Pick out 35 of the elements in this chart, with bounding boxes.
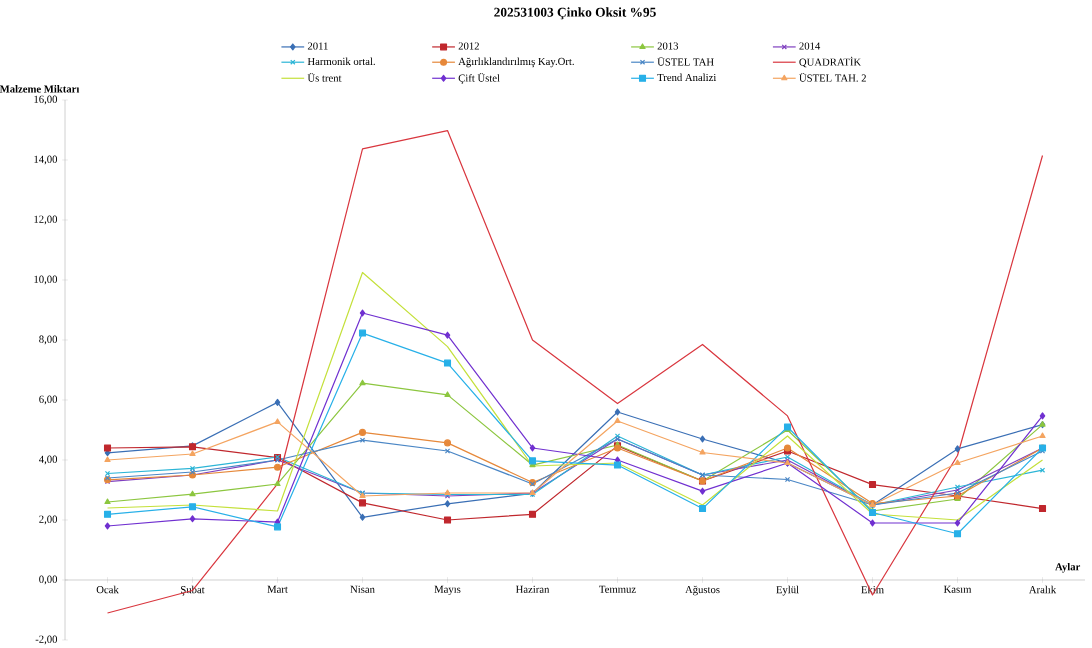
y-tick-label: 8,00 (39, 335, 58, 345)
x-tick-label: Aralık (1028, 585, 1057, 594)
y-tick-label: 10,00 (34, 275, 58, 285)
x-tick-label: Haziran (515, 585, 550, 593)
y-tick-label: -2,00 (35, 635, 58, 645)
y-tick-label: 12,00 (34, 215, 58, 225)
legend-label: Çift Üstel (458, 72, 500, 84)
legend-label: Üs trent (307, 72, 342, 82)
y-tick-label: 14,00 (34, 155, 58, 165)
x-tick-label: Mayıs (434, 585, 461, 596)
y-tick-label: 16,00 (34, 95, 58, 105)
x-tick-label: Ocak (96, 585, 119, 594)
x-tick-label: Nisan (350, 585, 375, 593)
legend-label: 2014 (799, 42, 821, 50)
legend-label: 2013 (657, 42, 679, 50)
x-tick-label: Mart (267, 585, 288, 593)
y-tick-label: 2,00 (39, 515, 58, 525)
legend-label: 2011 (307, 42, 328, 50)
x-tick-label: Kasım (943, 585, 972, 593)
y-tick-label: 4,00 (39, 455, 58, 465)
y-tick-label: 6,00 (39, 395, 58, 405)
x-tick-label: Ağustos (685, 585, 720, 596)
y-tick-label: 0,00 (39, 575, 58, 585)
x-tick-label: Temmuz (599, 585, 636, 593)
legend-label: Harmonik ortal. (307, 57, 375, 66)
x-tick-label: Eylül (776, 585, 799, 596)
legend-label: QUADRATİK (799, 56, 862, 68)
legend-label: ÜSTEL TAH. 2 (799, 72, 866, 82)
chart-title: 202531003 Çinko Oksit %95 (494, 7, 656, 20)
legend-label: ÜSTEL TAH (657, 56, 714, 66)
x-axis-title: Aylar (1055, 562, 1081, 573)
y-axis-title: Malzeme Miktarı (0, 85, 80, 93)
legend-label: 2012 (458, 42, 479, 50)
legend-label: Trend Analizi (657, 73, 717, 82)
legend-label: Ağırlıklandırılmış Kay.Ort. (458, 57, 574, 68)
